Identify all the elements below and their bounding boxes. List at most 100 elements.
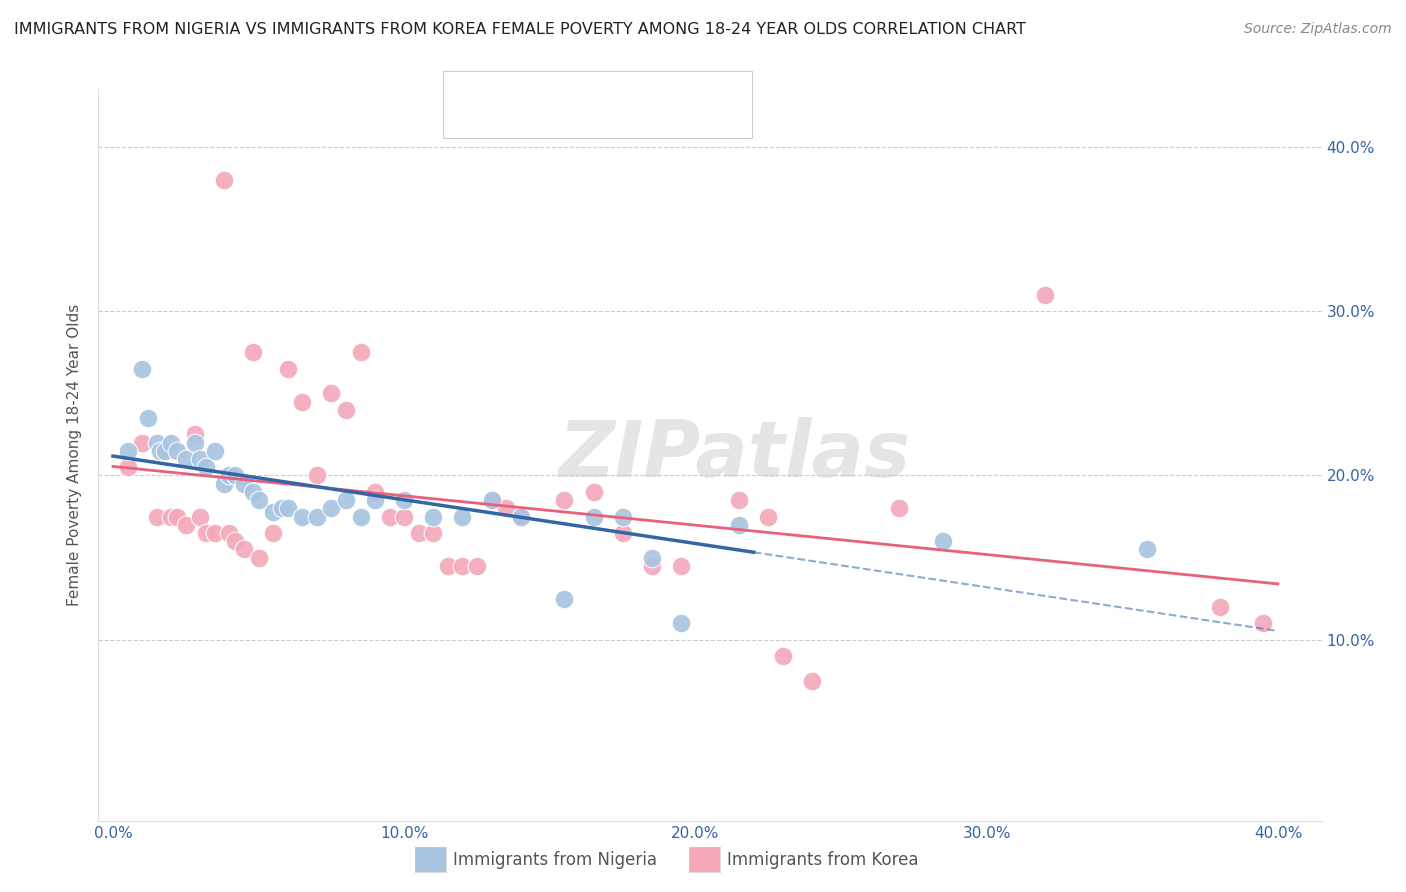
Point: [277, 361, 299, 376]
Point: [728, 517, 751, 532]
Point: [270, 501, 294, 516]
Point: [756, 509, 779, 524]
Point: [291, 509, 314, 524]
Point: [247, 493, 270, 508]
Text: Source: ZipAtlas.com: Source: ZipAtlas.com: [1244, 22, 1392, 37]
Point: [481, 493, 503, 508]
Point: [422, 509, 444, 524]
Point: [728, 493, 751, 508]
Point: [204, 526, 226, 541]
Point: [553, 493, 575, 508]
Point: [305, 468, 328, 483]
Point: [145, 435, 167, 450]
Point: [349, 509, 371, 524]
Point: [1033, 287, 1056, 301]
Text: 47: 47: [652, 111, 676, 128]
Point: [218, 468, 240, 483]
Text: ZIPatlas: ZIPatlas: [558, 417, 911, 493]
Point: [335, 402, 357, 417]
Point: [212, 476, 235, 491]
Point: [262, 505, 284, 519]
Point: [495, 501, 517, 516]
Point: [1253, 616, 1275, 631]
Point: [131, 361, 153, 376]
Point: [291, 394, 314, 409]
Point: [889, 501, 911, 516]
Text: -0.291: -0.291: [538, 81, 598, 99]
Text: -0.028: -0.028: [538, 111, 598, 128]
Point: [321, 501, 343, 516]
Point: [1136, 542, 1159, 557]
Point: [195, 460, 218, 475]
Point: [465, 558, 488, 573]
Point: [195, 526, 218, 541]
Text: R =: R =: [494, 81, 530, 99]
Point: [451, 558, 474, 573]
Point: [321, 386, 343, 401]
Point: [188, 509, 212, 524]
Point: [136, 411, 159, 425]
Text: N =: N =: [613, 111, 650, 128]
Point: [117, 460, 139, 475]
Point: [641, 550, 664, 565]
Point: [149, 443, 172, 458]
Point: [582, 509, 605, 524]
Point: [612, 526, 634, 541]
Point: [277, 501, 299, 516]
Point: [437, 558, 460, 573]
Point: [641, 558, 664, 573]
Point: [155, 443, 177, 458]
Point: [1208, 599, 1232, 614]
Point: [131, 435, 153, 450]
Point: [305, 509, 328, 524]
Point: [242, 484, 264, 499]
Text: N =: N =: [613, 81, 650, 99]
Point: [669, 558, 692, 573]
Point: [422, 526, 444, 541]
Point: [932, 534, 955, 549]
Point: [669, 616, 692, 631]
Text: IMMIGRANTS FROM NIGERIA VS IMMIGRANTS FROM KOREA FEMALE POVERTY AMONG 18-24 YEAR: IMMIGRANTS FROM NIGERIA VS IMMIGRANTS FR…: [14, 22, 1026, 37]
Point: [364, 493, 387, 508]
Point: [612, 509, 634, 524]
Text: Immigrants from Nigeria: Immigrants from Nigeria: [453, 851, 657, 869]
Point: [174, 517, 197, 532]
Point: [166, 443, 188, 458]
Point: [408, 526, 430, 541]
Point: [378, 509, 401, 524]
Point: [481, 493, 503, 508]
Point: [349, 345, 371, 359]
Point: [335, 493, 357, 508]
Point: [394, 493, 416, 508]
Point: [224, 468, 246, 483]
Point: [117, 443, 139, 458]
Point: [394, 509, 416, 524]
Point: [451, 509, 474, 524]
Text: Immigrants from Korea: Immigrants from Korea: [727, 851, 918, 869]
Point: [183, 435, 205, 450]
Point: [224, 534, 246, 549]
Point: [582, 484, 605, 499]
Point: [242, 345, 264, 359]
Point: [801, 673, 824, 688]
Point: [364, 484, 387, 499]
Point: [262, 526, 284, 541]
Point: [188, 452, 212, 467]
Point: [204, 443, 226, 458]
Point: [145, 509, 167, 524]
Point: [160, 509, 183, 524]
Point: [509, 509, 531, 524]
Point: [509, 509, 531, 524]
Point: [160, 435, 183, 450]
Point: [247, 550, 270, 565]
Point: [183, 427, 205, 442]
Point: [233, 476, 256, 491]
Point: [212, 172, 235, 186]
Point: [553, 591, 575, 606]
Text: 41: 41: [652, 81, 675, 99]
Point: [772, 649, 794, 664]
Text: R =: R =: [494, 111, 530, 128]
Point: [174, 452, 197, 467]
Point: [233, 542, 256, 557]
Point: [166, 509, 188, 524]
